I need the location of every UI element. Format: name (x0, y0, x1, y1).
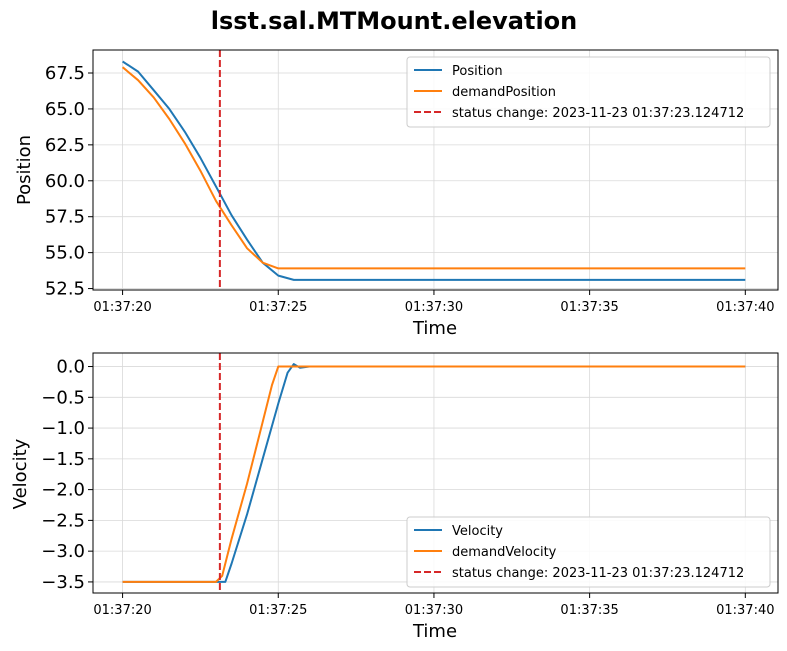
position-x-tick-label: 01:37:20 (93, 300, 151, 315)
velocity-series-velocity-line (122, 363, 746, 583)
position-legend-box (406, 56, 771, 128)
position-axes-frame (92, 49, 779, 291)
position-legend-label: demandPosition (452, 85, 556, 100)
velocity-legend: Velocity demandVelocity status change: 202… (406, 516, 771, 588)
position-legend-label: status change: 2023-11-23 01:37:23.12471… (452, 106, 744, 121)
position-y-tick-label: 67.5 (45, 63, 85, 84)
position-chart: 01:37:20 01:37:25 01:37:30 01:37:35 01:37:40… (14, 49, 779, 339)
velocity-plot (122, 353, 746, 593)
position-y-tick-label: 52.5 (45, 279, 85, 300)
velocity-series-demandvelocity-line (122, 365, 746, 583)
velocity-x-tick-label: 01:37:25 (249, 603, 307, 618)
velocity-y-tick-label: −3.0 (41, 541, 85, 562)
velocity-y-tick-label: 0.0 (56, 357, 85, 378)
position-x-tick-label: 01:37:25 (249, 300, 307, 315)
figure-title: lsst.sal.MTMount.elevation (211, 7, 578, 35)
position-y-tick-label: 55.0 (45, 243, 85, 264)
position-x-tick-label: 01:37:30 (405, 300, 463, 315)
velocity-x-tick-label: 01:37:35 (560, 603, 618, 618)
velocity-legend-label: demandVelocity (452, 545, 557, 560)
velocity-x-axis-label: Time (412, 621, 457, 642)
velocity-y-tick-label: −3.5 (41, 572, 85, 593)
velocity-x-tick-label: 01:37:20 (93, 603, 151, 618)
position-series-demandposition-line (121, 66, 746, 270)
velocity-legend-box (406, 516, 771, 588)
position-y-tick-label: 60.0 (45, 171, 85, 192)
position-legend-label: Position (452, 64, 503, 79)
position-grid (93, 50, 778, 290)
velocity-y-axis-label: Velocity (10, 438, 31, 509)
position-y-tick-label: 65.0 (45, 99, 85, 120)
position-legend: Position demandPosition status change: 202… (406, 56, 771, 128)
position-ticks: 01:37:20 01:37:25 01:37:30 01:37:35 01:37:40… (45, 63, 775, 315)
velocity-y-tick-label: −1.0 (41, 418, 85, 439)
velocity-legend-label: status change: 2023-11-23 01:37:23.12471… (452, 566, 744, 581)
position-y-tick-label: 62.5 (45, 135, 85, 156)
position-y-axis-label: Position (14, 135, 35, 205)
position-x-tick-label: 01:37:40 (716, 300, 774, 315)
velocity-x-tick-label: 01:37:40 (716, 603, 774, 618)
position-x-tick-label: 01:37:35 (560, 300, 618, 315)
velocity-axes-frame (92, 352, 779, 594)
position-x-axis-label: Time (412, 318, 457, 339)
position-plot (121, 50, 746, 290)
position-y-tick-label: 57.5 (45, 207, 85, 228)
velocity-x-tick-label: 01:37:30 (405, 603, 463, 618)
position-series-position-line (122, 60, 746, 281)
velocity-legend-label: Velocity (452, 524, 503, 539)
velocity-y-tick-label: −2.0 (41, 480, 85, 501)
velocity-y-tick-label: −2.5 (41, 510, 85, 531)
velocity-ticks: 01:37:20 01:37:25 01:37:30 01:37:35 01:37:40… (41, 357, 774, 618)
velocity-y-tick-label: −0.5 (41, 387, 85, 408)
velocity-y-tick-label: −1.5 (41, 449, 85, 470)
velocity-chart: 01:37:20 01:37:25 01:37:30 01:37:35 01:37:40… (10, 352, 779, 642)
